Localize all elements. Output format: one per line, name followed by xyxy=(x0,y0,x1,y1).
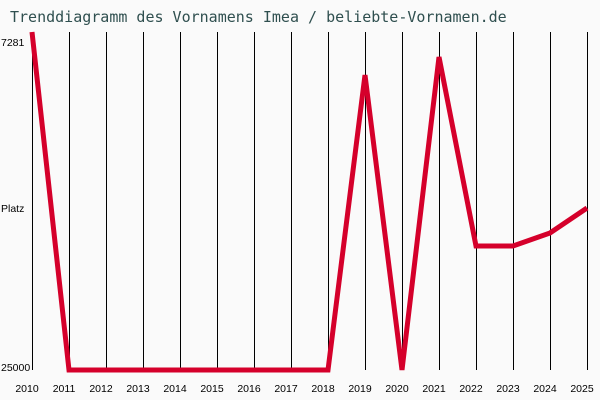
x-tick-label: 2010 xyxy=(15,383,39,395)
x-tick-label: 2012 xyxy=(89,383,113,395)
y-axis-label: Platz xyxy=(1,203,24,215)
y-tick-label-bottom: 25000 xyxy=(1,362,30,374)
x-tick-label: 2022 xyxy=(459,383,483,395)
x-tick-label: 2017 xyxy=(274,383,298,395)
y-tick-label-top: 7281 xyxy=(1,37,25,49)
series-line-imea xyxy=(29,31,589,373)
x-tick-label: 2025 xyxy=(570,383,594,395)
x-tick-label: 2020 xyxy=(385,383,409,395)
x-tick-label: 2011 xyxy=(53,383,76,395)
x-tick-label: 2016 xyxy=(237,383,261,395)
x-tick-label: 2023 xyxy=(496,383,520,395)
chart-title: Trenddiagramm des Vornamens Imea / belie… xyxy=(10,8,507,26)
x-tick-label: 2019 xyxy=(348,383,372,395)
x-tick-label: 2014 xyxy=(163,383,187,395)
x-tick-label: 2013 xyxy=(126,383,150,395)
x-tick-label: 2018 xyxy=(311,383,335,395)
x-tick-label: 2024 xyxy=(533,383,557,395)
x-tick-label: 2021 xyxy=(422,383,446,395)
x-tick-label: 2015 xyxy=(200,383,224,395)
